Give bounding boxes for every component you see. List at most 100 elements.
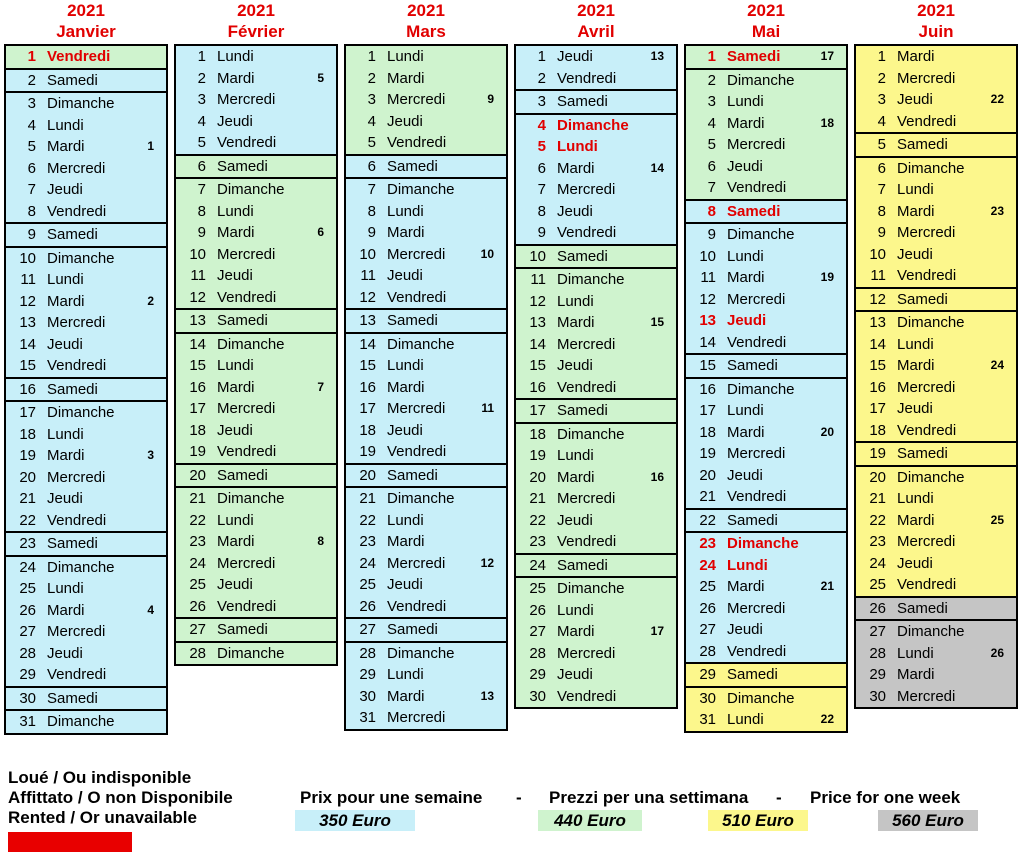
day-mai-29: 29 Samedi	[686, 664, 846, 686]
day-juin-19: 19 Samedi	[856, 443, 1016, 465]
day-number: 5	[537, 138, 546, 155]
week-number	[632, 68, 676, 90]
day-name: Dimanche	[727, 535, 799, 552]
day-name: Mercredi	[217, 400, 276, 417]
price-chip-560: 560 Euro	[878, 810, 978, 831]
day-number: 14	[869, 335, 886, 353]
day-number: 17	[699, 402, 716, 419]
day-number: 7	[27, 181, 36, 198]
week-number	[292, 596, 336, 618]
day-mai-30: 30 Dimanche	[686, 687, 846, 709]
day-number: 26	[869, 599, 886, 617]
day-number: 16	[869, 378, 886, 396]
day-name: Samedi	[47, 226, 98, 243]
day-mai-16: 16 Dimanche	[686, 378, 846, 400]
day-name: Mercredi	[897, 533, 956, 550]
day-number: 29	[359, 666, 376, 683]
week-number	[462, 179, 506, 201]
week-block: 7 Dimanche 8 Lundi 9 Mardi 10 Mercredi 10 11 Jeudi…	[344, 177, 508, 310]
week-number	[972, 598, 1016, 620]
week-number	[802, 289, 846, 311]
week-number	[122, 379, 166, 401]
week-number	[462, 201, 506, 223]
day-mars-21: 21 Dimanche	[346, 488, 506, 510]
week-number	[632, 400, 676, 422]
day-juin-4: 4 Vendredi	[856, 110, 1016, 132]
week-number	[972, 265, 1016, 287]
day-number: 11	[20, 271, 36, 288]
day-fevrier-9: 9 Mardi 6	[176, 222, 336, 244]
day-name: Mardi	[47, 447, 85, 464]
week-number	[292, 553, 336, 575]
week-number	[632, 246, 676, 268]
week-block: 31 Dimanche	[4, 709, 168, 735]
day-mars-13: 13 Samedi	[346, 310, 506, 332]
day-number: 2	[197, 69, 206, 87]
day-number: 8	[537, 202, 546, 220]
week-number: 26	[990, 645, 1004, 660]
day-number: 1	[877, 48, 886, 65]
day-number: 28	[19, 644, 36, 662]
day-mars-25: 25 Jeudi	[346, 574, 506, 596]
day-name: Dimanche	[557, 116, 629, 134]
day-name: Jeudi	[217, 576, 253, 593]
day-name: Mardi	[387, 378, 425, 396]
week-number	[292, 111, 336, 133]
day-number: 26	[699, 599, 716, 617]
week-number	[292, 201, 336, 223]
day-number: 16	[19, 380, 36, 398]
day-name: Vendredi	[47, 48, 111, 65]
day-number: 27	[869, 623, 886, 640]
day-mars-7: 7 Dimanche	[346, 179, 506, 201]
day-mai-24: 24 Lundi	[686, 554, 846, 576]
day-number: 21	[699, 488, 716, 505]
day-juin-8: 8 Mardi 23	[856, 200, 1016, 222]
week-block: 14 Dimanche 15 Lundi 16 Mardi 7 17 Mercredi 18 Jeu…	[174, 331, 338, 465]
week-number	[972, 531, 1016, 553]
year-label: 2021	[237, 1, 275, 20]
week-number	[292, 132, 336, 154]
day-name: Mercredi	[727, 445, 786, 462]
day-avril-28: 28 Mercredi	[516, 642, 676, 665]
day-juin-15: 15 Mardi 24	[856, 355, 1016, 377]
day-juin-3: 3 Jeudi 22	[856, 89, 1016, 111]
week-number	[122, 557, 166, 579]
week-number	[632, 643, 676, 665]
week-number	[632, 222, 676, 244]
day-mai-2: 2 Dimanche	[686, 69, 846, 91]
day-number: 13	[359, 312, 376, 329]
day-name: Dimanche	[47, 95, 115, 112]
day-name: Jeudi	[727, 312, 767, 329]
day-mars-5: 5 Vendredi	[346, 132, 506, 154]
day-mars-31: 31 Mercredi	[346, 707, 506, 729]
week-number	[122, 269, 166, 291]
day-mai-31: 31 Lundi 22	[686, 709, 846, 731]
day-fevrier-24: 24 Mercredi	[176, 552, 336, 575]
week-number	[802, 355, 846, 377]
day-name: Samedi	[217, 312, 268, 329]
day-number: 19	[699, 445, 716, 462]
week-number	[462, 531, 506, 553]
year-label: 2021	[577, 1, 615, 20]
rented-legend: Loué / Ou indisponible Affittato / O non…	[8, 768, 233, 852]
day-name: Mardi	[217, 224, 255, 241]
week-block: 5 Samedi	[854, 132, 1018, 158]
day-number: 12	[189, 288, 206, 306]
day-number: 13	[19, 314, 36, 331]
week-number	[122, 467, 166, 489]
day-number: 10	[19, 249, 36, 267]
day-avril-25: 25 Dimanche	[516, 578, 676, 600]
day-janvier-12: 12 Mardi 2	[6, 290, 166, 312]
day-janvier-30: 30 Samedi	[6, 687, 166, 709]
day-janvier-2: 2 Samedi	[6, 69, 166, 91]
week-number	[292, 310, 336, 332]
month-table-mars: 1 Lundi 2 Mardi 3 Mercredi 9 4 Jeudi 5 Vendredi 6 Sa…	[344, 44, 508, 731]
week-number	[632, 686, 676, 708]
day-number: 25	[699, 578, 716, 595]
day-juin-20: 20 Dimanche	[856, 466, 1016, 488]
day-mars-23: 23 Mardi	[346, 531, 506, 553]
week-block: 29 Samedi	[684, 662, 848, 688]
day-number: 23	[869, 533, 886, 550]
week-number	[632, 445, 676, 467]
week-number	[972, 312, 1016, 334]
